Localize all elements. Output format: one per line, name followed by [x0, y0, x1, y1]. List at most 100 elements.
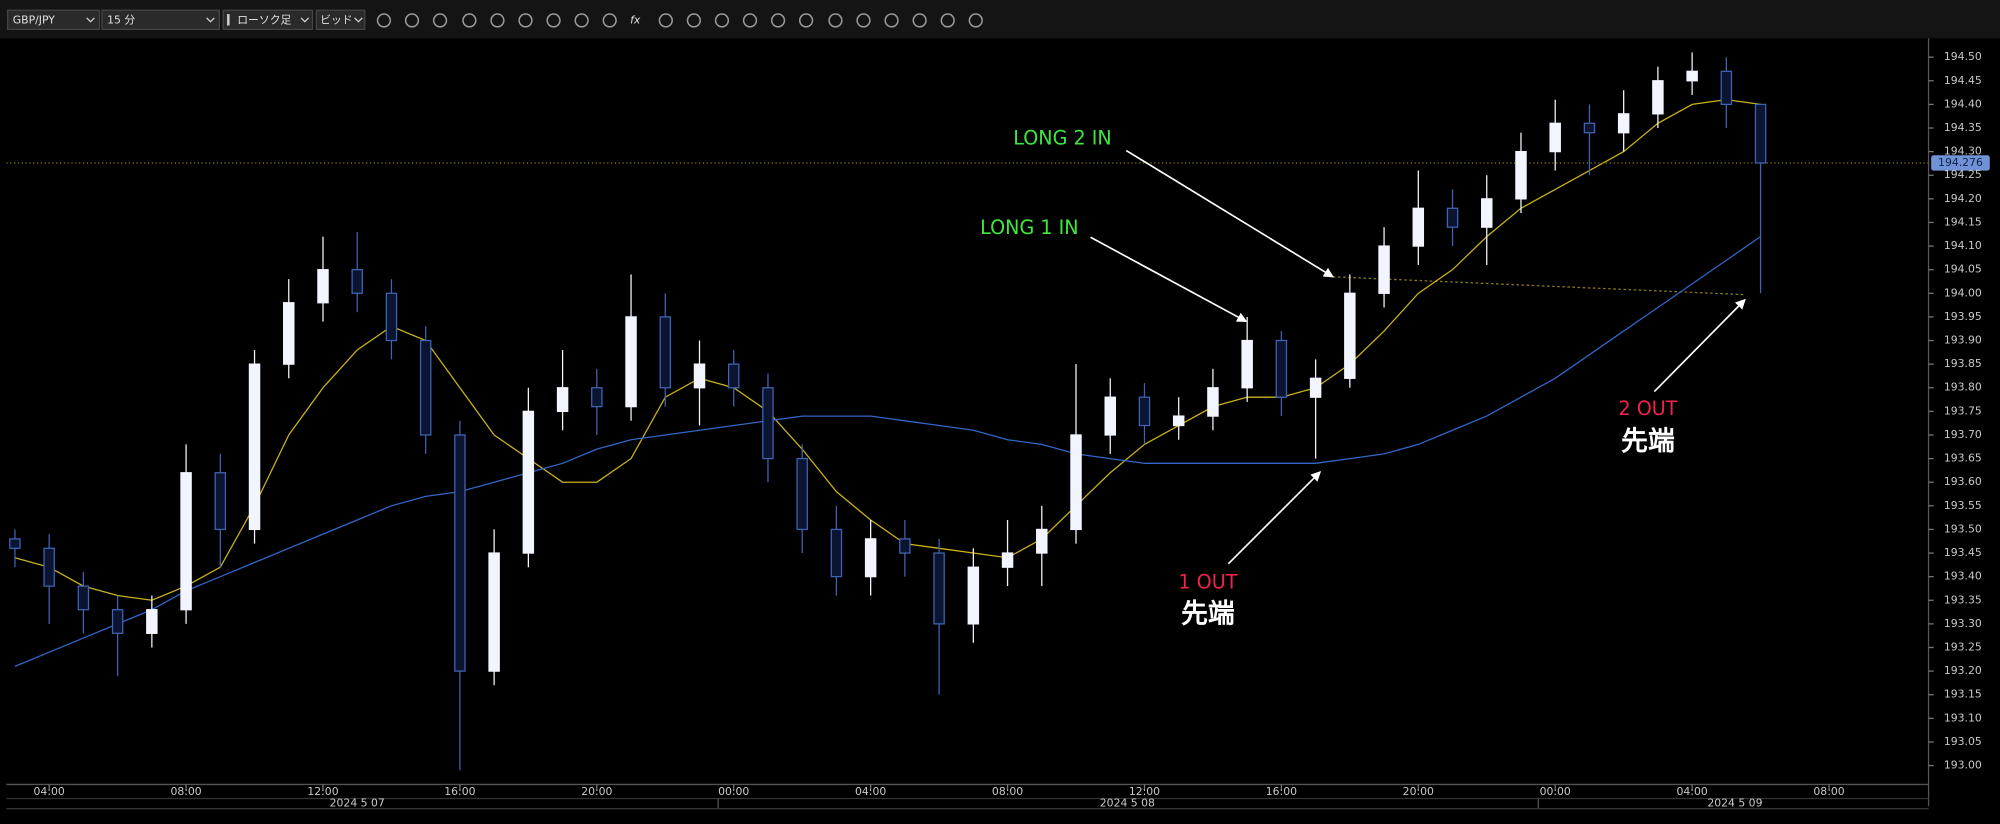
candle-body: [351, 269, 363, 294]
candle-body: [727, 363, 740, 389]
candle-body: [77, 585, 90, 611]
candle-body: [864, 538, 877, 578]
last-price-label: 194.276: [1938, 156, 1983, 169]
tool-icon: [546, 13, 561, 28]
symbol-label: GBP/JPY: [13, 13, 55, 26]
y-tick-label: 193.95: [1944, 310, 1982, 323]
candle-body: [180, 472, 192, 611]
annotation-label: 先端: [1621, 426, 1675, 457]
price-type-label: ビッド: [320, 13, 352, 26]
y-tick-label: 194.20: [1944, 192, 1982, 205]
candle-body: [899, 538, 911, 554]
candle-body: [1172, 415, 1185, 427]
y-tick-label: 193.20: [1944, 664, 1982, 677]
x-tick-label: 16:00: [1266, 785, 1297, 798]
y-tick-label: 193.30: [1944, 617, 1982, 630]
candle-body: [1583, 122, 1596, 134]
x-tick-label: 04:00: [1677, 785, 1708, 798]
y-tick-label: 193.15: [1944, 688, 1982, 701]
tool-icon: [770, 13, 786, 28]
interval-select[interactable]: [101, 9, 221, 30]
date-label: 2024 5 07: [330, 797, 385, 810]
candle-body: [385, 292, 398, 342]
candle-body: [111, 609, 124, 634]
symbol-select[interactable]: [7, 9, 101, 30]
candle-body: [1446, 207, 1459, 228]
moving-average: [14, 236, 1761, 667]
dropdown-arrow: [206, 17, 215, 23]
tool-icon: [686, 13, 702, 28]
interval-label: 15 分: [107, 13, 135, 26]
plot: 194.276: [6, 52, 1990, 771]
candle-body: [625, 316, 637, 408]
candle-body: [659, 316, 672, 389]
annotation-arrow: [1653, 298, 1746, 393]
candle-body: [762, 387, 774, 460]
x-tick-label: 08:00: [1813, 785, 1844, 798]
tool-icon: [518, 13, 533, 28]
candle-body: [488, 552, 500, 672]
x-tick-label: 04:00: [855, 785, 886, 798]
candle-body: [1275, 339, 1288, 398]
dropdown-arrow: [354, 17, 363, 23]
candle-body: [1720, 70, 1733, 106]
tool-icon: [404, 13, 420, 28]
candle-body: [522, 410, 535, 554]
candle-body: [1309, 377, 1322, 398]
date-label: 2024 5 09: [1707, 797, 1762, 810]
tool-icon: [968, 13, 983, 28]
x-tick-label: 16:00: [444, 785, 475, 798]
y-tick-label: 193.90: [1944, 334, 1982, 347]
candle-body: [1412, 207, 1425, 247]
candle-body: [419, 339, 432, 436]
x-tick-label: 20:00: [1403, 785, 1434, 798]
candle-body: [454, 434, 466, 672]
y-tick-label: 194.50: [1944, 50, 1982, 63]
chart-type-select[interactable]: [222, 9, 314, 30]
candle-body: [1515, 150, 1527, 200]
formula-button[interactable]: fx: [630, 13, 641, 26]
guide-line: [1332, 276, 1745, 296]
candle-body: [1036, 528, 1048, 554]
candle-body: [693, 363, 706, 389]
price-type-select[interactable]: [315, 9, 366, 30]
dropdown-arrow: [86, 17, 95, 23]
candle-body: [967, 566, 980, 625]
last-price-tag: [1931, 155, 1990, 171]
tool-icon: [742, 13, 758, 28]
y-tick-label: 193.00: [1944, 759, 1982, 772]
x-tick-label: 00:00: [1540, 785, 1571, 798]
x-tick-label: 04:00: [34, 785, 65, 798]
y-tick-label: 193.05: [1944, 735, 1982, 748]
candle-body: [1241, 339, 1253, 389]
candle-body: [1138, 396, 1151, 427]
y-tick-label: 194.30: [1944, 145, 1982, 158]
y-tick-label: 193.85: [1944, 357, 1982, 370]
toolbar-controls: GBP/JPY 15 分 ローソク足 ビッド fx: [7, 9, 641, 30]
candle-body: [1378, 245, 1390, 294]
candle-body: [1001, 552, 1014, 568]
y-tick-label: 193.25: [1944, 640, 1982, 653]
tool-icon: [602, 13, 617, 28]
annotation-arrow: [1125, 149, 1334, 278]
tool-icon: [432, 13, 448, 28]
annotation-label: 2 OUT: [1618, 397, 1677, 420]
y-tick-label: 194.35: [1944, 121, 1982, 134]
y-tick-label: 193.75: [1944, 404, 1982, 417]
x-tick-label: 12:00: [307, 785, 338, 798]
y-tick-label: 194.15: [1944, 215, 1982, 228]
annotation-arrow: [1227, 471, 1322, 565]
tool-icon: [490, 13, 505, 28]
x-tick-label: 20:00: [581, 785, 612, 798]
tool-icon: [462, 13, 477, 28]
x-tick-label: 08:00: [170, 785, 201, 798]
candle-body: [1549, 122, 1561, 153]
candle-body: [796, 457, 808, 531]
annotations: LONG 2 IN LONG 1 IN 1 OUT 先端 2 OUT 先端: [980, 127, 1746, 629]
moving-average: [14, 99, 1761, 601]
candle-body: [1617, 113, 1630, 134]
candle-body: [591, 387, 603, 408]
